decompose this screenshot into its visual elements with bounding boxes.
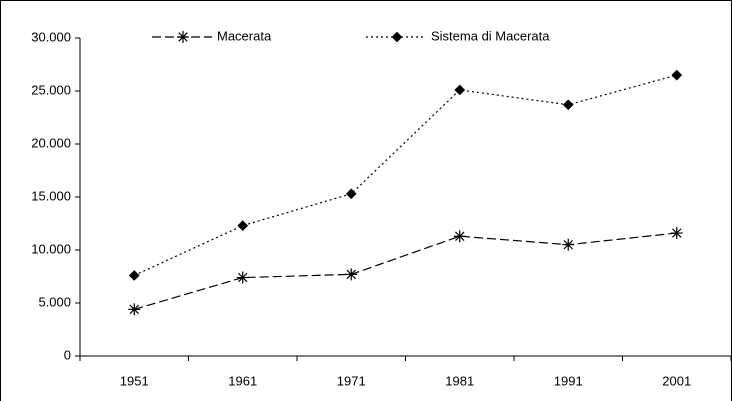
x-tick-label: 1971 xyxy=(337,373,366,388)
legend-marker xyxy=(391,31,403,43)
y-tick-label: 15.000 xyxy=(31,188,71,203)
x-tick-label: 1951 xyxy=(120,373,149,388)
legend-marker xyxy=(177,31,189,43)
x-tick-label: 2001 xyxy=(662,373,691,388)
series-line xyxy=(134,232,677,310)
legend-label: Macerata xyxy=(217,28,272,43)
legend-label: Sistema di Macerata xyxy=(431,28,550,43)
data-point xyxy=(454,84,466,96)
y-tick-label: 0 xyxy=(64,347,71,362)
data-point xyxy=(453,230,466,243)
data-point xyxy=(128,270,140,281)
data-point xyxy=(562,238,575,251)
y-tick-label: 5.000 xyxy=(38,294,71,309)
series-line xyxy=(133,74,677,276)
y-tick-label: 20.000 xyxy=(31,135,71,150)
data-point xyxy=(345,188,357,200)
y-tick-label: 25.000 xyxy=(31,82,71,97)
data-point xyxy=(128,303,141,316)
data-point xyxy=(562,99,574,111)
data-point xyxy=(345,268,358,281)
x-tick-label: 1981 xyxy=(445,373,474,388)
y-tick-label: 10.000 xyxy=(31,241,71,256)
data-point xyxy=(670,227,683,240)
data-point xyxy=(236,271,249,284)
y-tick-label: 30.000 xyxy=(31,29,71,44)
data-point xyxy=(671,69,683,81)
x-tick-label: 1961 xyxy=(228,373,257,388)
x-tick-label: 1991 xyxy=(554,373,583,388)
data-point xyxy=(237,220,249,231)
